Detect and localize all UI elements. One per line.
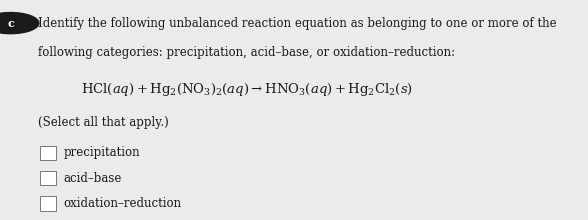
Text: (Select all that apply.): (Select all that apply.) (38, 116, 169, 129)
Text: Identify the following unbalanced reaction equation as belonging to one or more : Identify the following unbalanced reacti… (38, 16, 557, 30)
FancyBboxPatch shape (40, 146, 56, 160)
Text: acid–base: acid–base (64, 172, 122, 185)
Circle shape (0, 13, 39, 34)
Text: oxidation–reduction: oxidation–reduction (64, 197, 182, 210)
Text: precipitation: precipitation (64, 146, 140, 160)
Text: following categories: precipitation, acid–base, or oxidation–reduction:: following categories: precipitation, aci… (38, 46, 455, 59)
FancyBboxPatch shape (40, 171, 56, 185)
Text: c: c (7, 18, 14, 29)
Text: $\mathrm{HCl}(aq) + \mathrm{Hg_2(NO_3)_2}(aq) \rightarrow \mathrm{HNO_3}(aq) + \: $\mathrm{HCl}(aq) + \mathrm{Hg_2(NO_3)_2… (81, 81, 413, 98)
FancyBboxPatch shape (40, 196, 56, 211)
